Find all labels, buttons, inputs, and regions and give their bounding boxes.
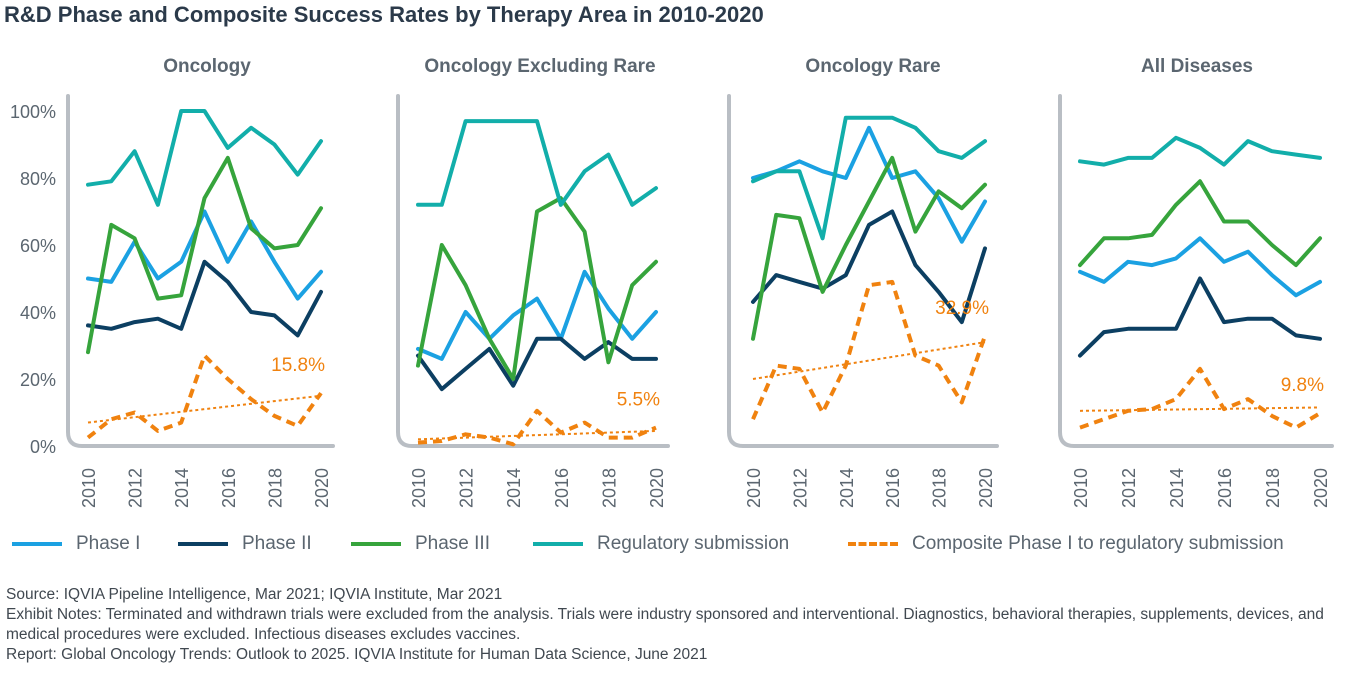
x-tick-label: 2010: [744, 468, 764, 508]
panel-1: Oncology 0% 20% 40% 60% 80% 100% 2010 2012 2014 20…: [10, 56, 335, 508]
panel-title: All Diseases: [1141, 56, 1253, 77]
x-tick-label: 2018: [930, 468, 950, 508]
legend-item-phase2: Phase II: [178, 533, 312, 555]
legend: Phase I Phase II Phase III Regulatory su…: [0, 533, 1352, 569]
series-line-phase1: [1078, 236, 1322, 298]
x-tick-label: 2014: [172, 468, 192, 508]
series-line-phase3: [416, 196, 658, 381]
x-tick-label: 2010: [409, 468, 429, 508]
legend-label-phase2: Phase II: [242, 533, 312, 554]
series-line-phase3: [86, 155, 323, 355]
x-tick-label: 2016: [552, 468, 572, 508]
x-tick-label: 2010: [79, 468, 99, 508]
y-tick-label: 0%: [30, 437, 56, 457]
series-line-composite: [417, 408, 657, 447]
legend-swatch-regulatory: [533, 542, 583, 546]
legend-item-phase3: Phase III: [351, 533, 490, 555]
y-tick-label: 20%: [20, 370, 56, 390]
y-tick-label: 80%: [20, 169, 56, 189]
series-line-composite: [1079, 366, 1322, 430]
x-tick-label: 2020: [1311, 468, 1331, 508]
chart-panels: Oncology 0% 20% 40% 60% 80% 100% 2010 2012 2014 20…: [10, 56, 1334, 508]
x-tick-label: 2018: [265, 468, 285, 508]
x-tick-label: 2012: [790, 468, 810, 508]
x-tick-label: 2018: [1263, 468, 1283, 508]
series-line-phase3: [1078, 179, 1322, 268]
exhibit-note: Exhibit Notes: Terminated and withdrawn …: [6, 606, 1324, 643]
panel-title: Oncology: [163, 56, 251, 77]
x-tick-label: 2020: [976, 468, 996, 508]
x-tick-label: 2018: [599, 468, 619, 508]
series-line-phase2: [416, 336, 658, 392]
y-tick-label: 60%: [20, 236, 56, 256]
legend-label-phase3: Phase III: [415, 533, 490, 554]
x-tick-label: 2012: [1119, 468, 1139, 508]
x-tick-label: 2020: [312, 468, 332, 508]
axis-line: [396, 94, 670, 448]
legend-label-phase1: Phase I: [76, 533, 141, 554]
x-tick-label: 2016: [219, 468, 239, 508]
series-line-regulatory: [86, 109, 323, 207]
axis-line: [727, 94, 999, 448]
x-tick-label: 2014: [504, 468, 524, 508]
report-note: Report: Global Oncology Trends: Outlook …: [6, 646, 708, 663]
panel-4: All Diseases 2010 2012 2014 2016 2018 2020 9.8%: [1058, 56, 1334, 508]
composite-annotation: 15.8%: [271, 355, 325, 376]
series-line-phase1: [416, 269, 658, 361]
x-tick-label: 2012: [457, 468, 477, 508]
x-tick-label: 2012: [126, 468, 146, 508]
composite-trendline: [1079, 406, 1321, 412]
footnotes: Source: IQVIA Pipeline Intelligence, Mar…: [6, 585, 1346, 665]
legend-swatch-phase2: [178, 542, 228, 546]
series-line-regulatory: [751, 115, 987, 241]
legend-swatch-composite: [848, 542, 898, 546]
y-tick-label: 40%: [20, 303, 56, 323]
composite-trendline: [417, 429, 657, 441]
series-line-phase2: [86, 259, 323, 338]
series-line-phase1: [86, 209, 323, 301]
panel-2: Oncology Excluding Rare 2010 2012 2014 2016 2…: [396, 56, 670, 508]
series-line-composite: [751, 279, 987, 420]
panel-title: Oncology Excluding Rare: [424, 56, 655, 77]
series-line-phase2: [1078, 276, 1322, 358]
x-tick-label: 2014: [837, 468, 857, 508]
series-line-regulatory: [416, 119, 658, 207]
panel-title: Oncology Rare: [805, 56, 940, 77]
y-tick-label: 100%: [10, 102, 56, 122]
axis-line: [1058, 94, 1334, 448]
panel-3: Oncology Rare 2010 2012 2014 2016 2018 2020 32.…: [727, 56, 999, 508]
legend-label-composite: Composite Phase I to regulatory submissi…: [912, 533, 1284, 554]
series-line-phase2: [751, 209, 987, 325]
legend-item-phase1: Phase I: [12, 533, 140, 555]
composite-trendline: [752, 341, 986, 380]
composite-annotation: 32.9%: [935, 298, 989, 319]
x-tick-label: 2014: [1167, 468, 1187, 508]
x-tick-label: 2016: [1215, 468, 1235, 508]
composite-annotation: 5.5%: [617, 390, 660, 411]
series-line-phase3: [751, 155, 987, 341]
legend-swatch-phase1: [12, 542, 62, 546]
legend-item-composite: Composite Phase I to regulatory submissi…: [848, 533, 1284, 555]
composite-trendline: [87, 394, 322, 424]
series-line-regulatory: [1078, 135, 1322, 167]
source-note: Source: IQVIA Pipeline Intelligence, Mar…: [6, 586, 503, 603]
legend-item-regulatory: Regulatory submission: [533, 533, 789, 555]
x-tick-label: 2016: [883, 468, 903, 508]
chart-title: R&D Phase and Composite Success Rates by…: [4, 2, 764, 27]
composite-annotation: 9.8%: [1281, 375, 1324, 396]
legend-label-regulatory: Regulatory submission: [597, 533, 790, 554]
x-tick-label: 2010: [1071, 468, 1091, 508]
axis-line: [66, 94, 335, 448]
series-line-composite: [86, 353, 323, 440]
legend-swatch-phase3: [351, 542, 401, 546]
series-line-phase1: [751, 125, 987, 244]
x-tick-label: 2020: [647, 468, 667, 508]
